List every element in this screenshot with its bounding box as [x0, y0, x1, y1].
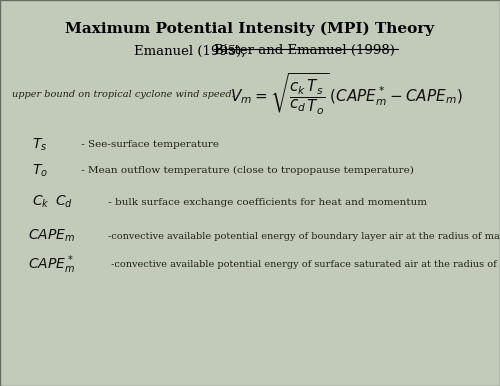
Text: - Mean outflow temperature (close to tropopause temperature): - Mean outflow temperature (close to tro…	[78, 166, 413, 175]
Text: - See-surface temperature: - See-surface temperature	[78, 140, 218, 149]
Text: - bulk surface exchange coefficients for heat and momentum: - bulk surface exchange coefficients for…	[105, 198, 427, 207]
Text: $T_o$: $T_o$	[32, 163, 48, 179]
Text: -convective available potential energy of boundary layer air at the radius of ma: -convective available potential energy o…	[108, 232, 500, 241]
Text: upper bound on tropical cyclone wind speed:: upper bound on tropical cyclone wind spe…	[12, 90, 235, 99]
Text: Bister and Emanuel (1998): Bister and Emanuel (1998)	[214, 44, 395, 58]
Text: Emanuel (1995),: Emanuel (1995),	[134, 44, 250, 58]
Text: $CAPE_m^*$: $CAPE_m^*$	[28, 253, 74, 276]
Text: Maximum Potential Intensity (MPI) Theory: Maximum Potential Intensity (MPI) Theory	[66, 21, 434, 36]
Text: $V_m = \sqrt{\dfrac{c_k}{c_d}\dfrac{T_s}{T_o}}\,(CAPE_m^* - CAPE_m)$: $V_m = \sqrt{\dfrac{c_k}{c_d}\dfrac{T_s}…	[230, 72, 462, 117]
Text: $CAPE_m$: $CAPE_m$	[28, 228, 74, 244]
Text: $T_s$: $T_s$	[32, 137, 48, 153]
Text: -convective available potential energy of surface saturated air at the radius of: -convective available potential energy o…	[108, 260, 500, 269]
Text: $C_k\;\;C_d$: $C_k\;\;C_d$	[32, 194, 74, 210]
